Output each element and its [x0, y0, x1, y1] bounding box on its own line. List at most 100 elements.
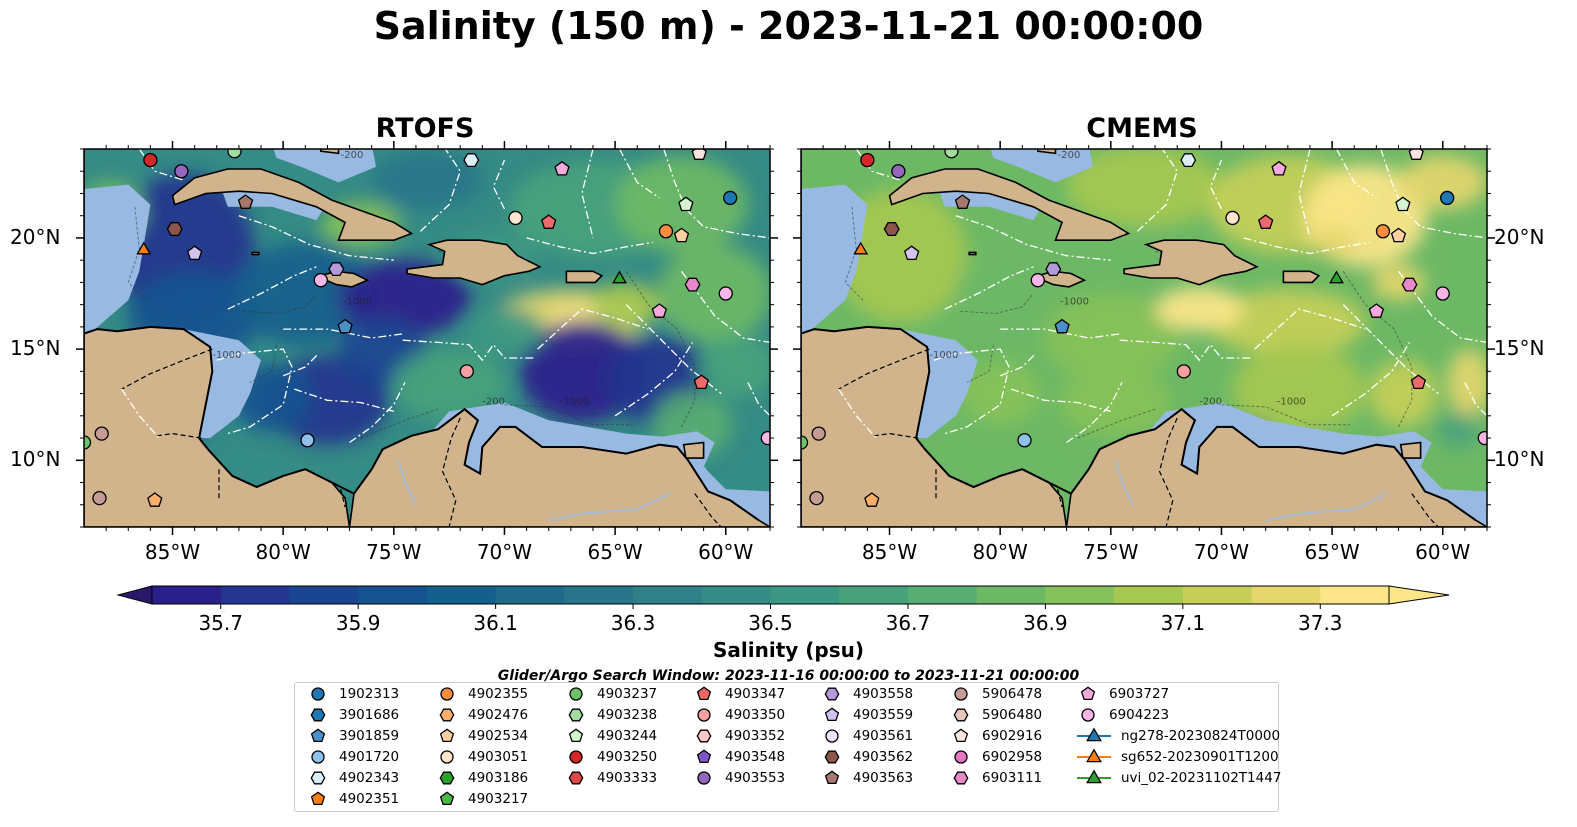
triangle-icon [1086, 747, 1102, 762]
argo-float-marker [328, 262, 345, 277]
eez-boundary [1464, 382, 1487, 417]
legend-item: ng278-20230824T0000 [1075, 725, 1280, 746]
country-border [156, 432, 202, 439]
legend-label: 4902534 [468, 727, 529, 744]
lon-tick-label: 60°W [1415, 540, 1471, 564]
glider-marker [136, 241, 152, 255]
colorbar-bin [1114, 586, 1184, 604]
land-bahamasA [1037, 149, 1057, 155]
argo-float-marker [1045, 262, 1062, 277]
argo-float-marker [891, 164, 906, 179]
argo-legend-icon [697, 770, 711, 785]
legend-item: 6903111 [948, 767, 1042, 788]
contour-label: -200 [1199, 397, 1222, 408]
lat-tick-label-right: 15°N [1494, 336, 1545, 361]
argo-float-marker [673, 227, 690, 243]
contour-label: -1000 [212, 350, 241, 361]
contour-label: -1000 [1277, 397, 1306, 408]
eez-boundary [1066, 382, 1123, 444]
lat-tick-label-left: 20°N [10, 224, 61, 249]
eez-boundary [1000, 328, 1122, 339]
argo-float-marker [693, 374, 710, 390]
land-florida [967, 131, 1000, 142]
eez-boundary [1254, 308, 1366, 350]
eez-boundary [1209, 159, 1223, 210]
legend-label: 6904223 [1109, 706, 1170, 723]
map-panels: -200 -1000 -1000 -1000 -200 -200 -1000 -1000 -10… [76, 131, 1495, 535]
legend-label: 4903558 [853, 685, 914, 702]
argo-float-marker [1477, 430, 1487, 446]
lat-tick-label-right: 20°N [1494, 224, 1545, 249]
eez-boundary [747, 382, 770, 417]
argo-float-marker [1408, 149, 1424, 160]
contour-label: -1000 [1060, 297, 1089, 308]
argo-legend-icon [569, 749, 583, 764]
land-cuba [171, 168, 414, 241]
legend-label: 4902355 [468, 685, 529, 702]
argo-float-marker [811, 426, 826, 441]
pentagon-icon [310, 727, 326, 742]
salinity-patch [657, 244, 770, 343]
hexagon-icon [439, 771, 455, 784]
circle-icon [825, 728, 839, 743]
shelf-yucatan [801, 184, 868, 334]
glider-marker [853, 241, 869, 255]
lon-tick-label: 70°W [1193, 540, 1250, 564]
legend-item: 4902534 [434, 725, 528, 746]
argo-float-marker [1017, 433, 1032, 448]
salinity-patch [1232, 344, 1366, 434]
shelf-yucatan [84, 184, 151, 334]
hexagon-icon [824, 750, 840, 763]
land-puerto [565, 270, 604, 284]
colorbar-bin [564, 586, 634, 604]
lon-tick-label: 70°W [476, 540, 533, 564]
circle-icon [954, 686, 968, 701]
legend-item: 4903250 [563, 746, 657, 767]
country-border [1057, 489, 1063, 508]
argo-float-marker [760, 430, 770, 446]
colorbar-tick-label: 35.7 [198, 611, 243, 635]
legend-label: 5906478 [982, 685, 1043, 702]
legend-item: 4903333 [563, 767, 657, 788]
legend-item: 4903350 [691, 704, 785, 725]
pentagon-icon [824, 769, 840, 784]
eez-boundary [933, 348, 1010, 435]
argo-legend-icon [311, 686, 325, 701]
eez-boundary [227, 266, 317, 310]
argo-float-marker [337, 318, 353, 334]
eez-boundary [537, 308, 649, 350]
hexagon-icon [310, 708, 326, 721]
circle-icon [697, 770, 711, 785]
hexagon-icon [439, 708, 455, 721]
pentagon-icon [439, 790, 455, 805]
land-trinidad [1399, 441, 1422, 459]
legend-item: 6902916 [948, 725, 1042, 746]
eez-boundary [402, 339, 536, 362]
coastline [84, 325, 760, 522]
argo-float-marker [1180, 153, 1197, 168]
colorbar-tick-label: 35.9 [335, 611, 381, 635]
bathymetry-contour [1342, 271, 1413, 428]
argo-legend-icon [310, 790, 326, 805]
argo-legend-icon [440, 749, 454, 764]
triangle-icon [1086, 768, 1102, 783]
colorbar-tick-label: 36.3 [610, 611, 656, 635]
colorbar-bin [495, 586, 565, 604]
pentagon-icon [696, 685, 712, 700]
argo-float-marker [313, 273, 328, 288]
lat-tick-label-right: 10°N [1494, 447, 1545, 472]
legend-item: 4903051 [434, 746, 528, 767]
hexagon-icon [310, 771, 326, 784]
legend-item: 4903558 [819, 683, 913, 704]
argo-legend-icon [696, 729, 712, 742]
eez-boundary [1243, 237, 1370, 255]
argo-float-marker [1030, 273, 1045, 288]
eez-boundary [216, 348, 293, 435]
salinity-patch [1044, 293, 1178, 383]
legend-label: 4903238 [597, 706, 658, 723]
argo-float-marker [147, 492, 163, 507]
axis-ticks [793, 141, 1495, 535]
argo-float-marker [237, 194, 254, 209]
argo-float-marker [1258, 214, 1274, 229]
argo-legend-icon [310, 727, 326, 742]
